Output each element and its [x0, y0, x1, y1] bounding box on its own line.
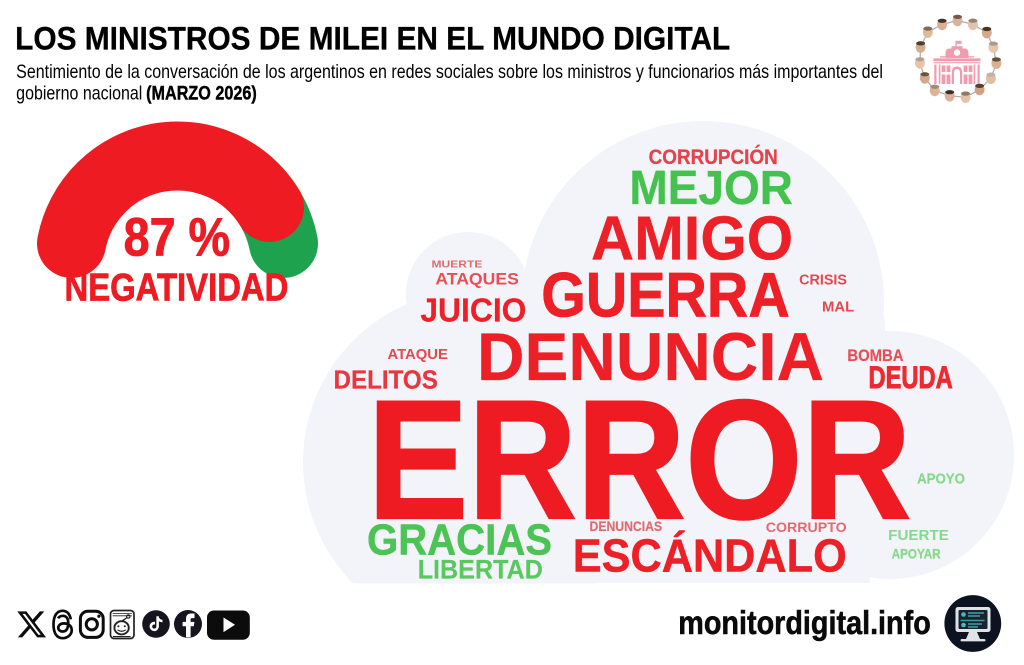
svg-text:NEGATIVIDAD: NEGATIVIDAD [64, 265, 288, 309]
svg-text:monitordigital.info: monitordigital.info [678, 604, 931, 642]
svg-text:LIBERTAD: LIBERTAD [418, 556, 543, 585]
svg-text:APOYAR: APOYAR [892, 545, 941, 561]
svg-text:APOYO: APOYO [917, 470, 965, 487]
svg-text:(MARZO 2026): (MARZO 2026) [146, 82, 257, 104]
svg-text:gobierno nacional: gobierno nacional [16, 82, 142, 104]
svg-text:87 %: 87 % [124, 207, 230, 267]
svg-text:ESCÁNDALO: ESCÁNDALO [573, 529, 847, 582]
svg-text:ATAQUE: ATAQUE [387, 347, 448, 363]
svg-text:ATAQUES: ATAQUES [435, 269, 519, 288]
svg-text:FUERTE: FUERTE [888, 527, 949, 544]
svg-text:CRISIS: CRISIS [799, 272, 847, 288]
svg-text:LOS MINISTROS DE MILEI EN EL M: LOS MINISTROS DE MILEI EN EL MUNDO DIGIT… [15, 20, 730, 56]
svg-text:MAL: MAL [822, 299, 854, 316]
svg-text:Sentimiento de la conversación: Sentimiento de la conversación de los ar… [16, 60, 883, 82]
